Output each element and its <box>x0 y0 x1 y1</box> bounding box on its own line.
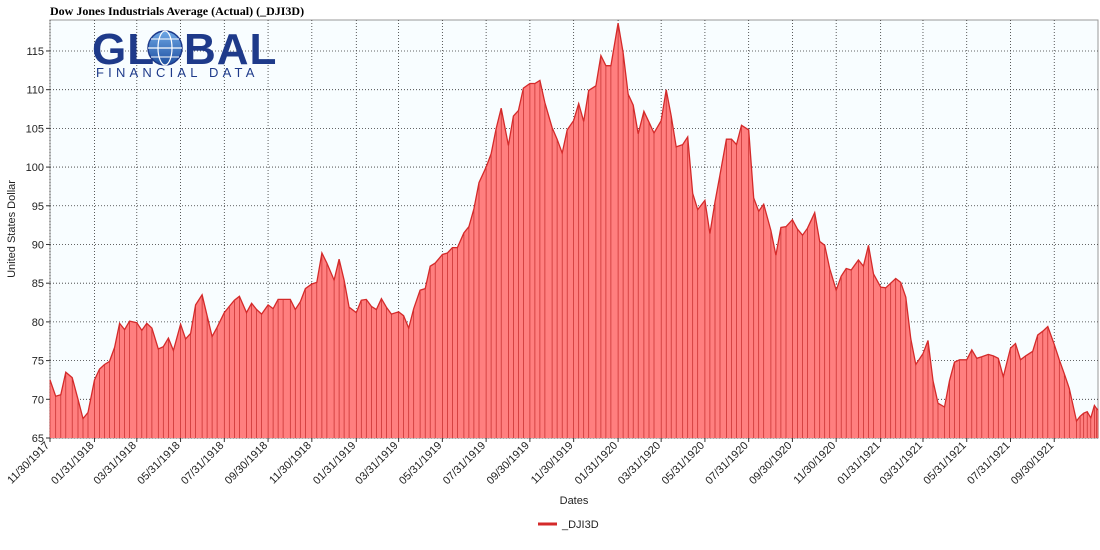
x-tick-label: 07/31/1918 <box>179 440 226 487</box>
x-tick-label: 09/30/1920 <box>747 440 794 487</box>
y-tick-label: 80 <box>32 317 44 329</box>
x-tick-label: 11/30/1917 <box>5 440 52 487</box>
x-tick-label: 03/31/1920 <box>616 440 663 487</box>
y-tick-label: 110 <box>26 85 44 97</box>
y-tick-label: 65 <box>32 433 44 445</box>
x-axis-label: Dates <box>560 495 589 507</box>
chart-title: Dow Jones Industrials Average (Actual) (… <box>50 4 305 18</box>
y-tick-label: 100 <box>26 162 44 174</box>
series-line <box>49 22 1099 423</box>
x-tick-label: 05/31/1919 <box>397 440 444 487</box>
x-tick-label: 01/31/1918 <box>49 440 96 487</box>
x-axis-ticks: 11/30/191701/31/191803/31/191805/31/1918… <box>5 438 1056 487</box>
x-tick-label: 05/31/1921 <box>921 440 968 487</box>
y-tick-label: 115 <box>26 46 44 58</box>
y-tick-label: 95 <box>32 201 44 213</box>
x-tick-label: 09/30/1918 <box>223 440 270 487</box>
x-tick-label: 01/31/1919 <box>311 440 358 487</box>
x-tick-label: 01/31/1920 <box>573 440 620 487</box>
x-tick-label: 03/31/1918 <box>91 440 138 487</box>
y-tick-label: 85 <box>32 278 44 290</box>
x-tick-label: 05/31/1918 <box>135 440 182 487</box>
y-tick-label: 70 <box>32 394 44 406</box>
x-tick-label: 07/31/1921 <box>965 440 1012 487</box>
y-tick-label: 105 <box>26 123 44 135</box>
x-tick-label: 09/30/1921 <box>1009 440 1056 487</box>
x-tick-label: 07/31/1920 <box>703 440 750 487</box>
x-tick-label: 11/30/1919 <box>529 440 576 487</box>
x-tick-label: 01/31/1921 <box>835 440 882 487</box>
x-tick-label: 07/31/1919 <box>441 440 488 487</box>
legend-label: _DJI3D <box>561 519 599 531</box>
x-tick-label: 09/30/1919 <box>485 440 532 487</box>
svg-text:BAL: BAL <box>184 25 277 74</box>
x-tick-label: 05/31/1920 <box>660 440 707 487</box>
x-tick-label: 03/31/1921 <box>878 440 925 487</box>
x-tick-label: 03/31/1919 <box>353 440 400 487</box>
x-tick-label: 11/30/1920 <box>791 440 838 487</box>
y-tick-label: 90 <box>32 239 44 251</box>
series-area-group <box>49 22 1099 438</box>
global-financial-data-logo: GL BAL FINANCIAL DATA <box>92 25 277 80</box>
y-axis-label: United States Dollar <box>6 180 18 278</box>
svg-text:FINANCIAL DATA: FINANCIAL DATA <box>96 65 259 80</box>
legend: _DJI3D <box>538 519 599 531</box>
y-tick-label: 75 <box>32 356 44 368</box>
y-axis-ticks: 65 70 75 80 85 90 95 100 105 110 115 <box>26 46 50 445</box>
svg-text:GL: GL <box>92 25 155 74</box>
x-tick-label: 11/30/1918 <box>267 440 314 487</box>
